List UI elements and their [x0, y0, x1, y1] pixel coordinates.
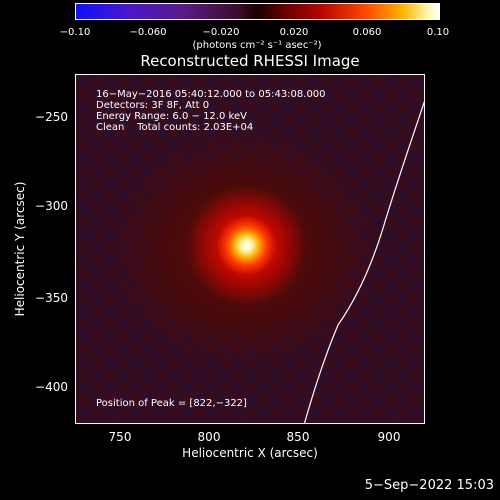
- colorbar-unit: (photons cm⁻² s⁻¹ asec⁻²): [192, 40, 322, 51]
- x-tick: 800: [197, 430, 221, 444]
- y-tick: −300: [35, 199, 68, 213]
- x-tick: 750: [108, 430, 132, 444]
- x-tick: 900: [377, 430, 401, 444]
- y-tick: −400: [35, 380, 68, 394]
- y-tick: −250: [35, 110, 68, 124]
- timestamp: 5−Sep−2022 15:03: [364, 478, 494, 493]
- colorbar-tick: 0.060: [352, 27, 382, 38]
- rhessi-image: 16−May−2016 05:40:12.000 to 05:43:08.000…: [75, 74, 425, 424]
- colorbar-tick: −0.060: [129, 27, 167, 38]
- y-tick: −350: [35, 291, 68, 305]
- x-tick: 850: [286, 430, 310, 444]
- colorbar-tick: 0.10: [426, 27, 450, 38]
- info-energy-range: Energy Range: 6.0 − 12.0 keV: [96, 111, 247, 122]
- y-axis-label: Heliocentric Y (arcsec): [13, 181, 27, 317]
- info-time-range: 16−May−2016 05:40:12.000 to 05:43:08.000: [96, 89, 326, 100]
- info-total-counts: Clean Total counts: 2.03E+04: [96, 122, 254, 133]
- colorbar-tick: −0.10: [59, 27, 91, 38]
- colorbar-tick: 0.020: [279, 27, 309, 38]
- solar-limb: [303, 101, 424, 423]
- info-detectors: Detectors: 3F 8F, Att 0: [96, 100, 210, 111]
- colorbar-tick: −0.020: [202, 27, 240, 38]
- info-peak-position: Position of Peak = [822,−322]: [96, 398, 247, 409]
- colorbar: [75, 3, 440, 20]
- plot-title: Reconstructed RHESSI Image: [140, 52, 360, 70]
- x-axis-label: Heliocentric X (arcsec): [182, 446, 318, 460]
